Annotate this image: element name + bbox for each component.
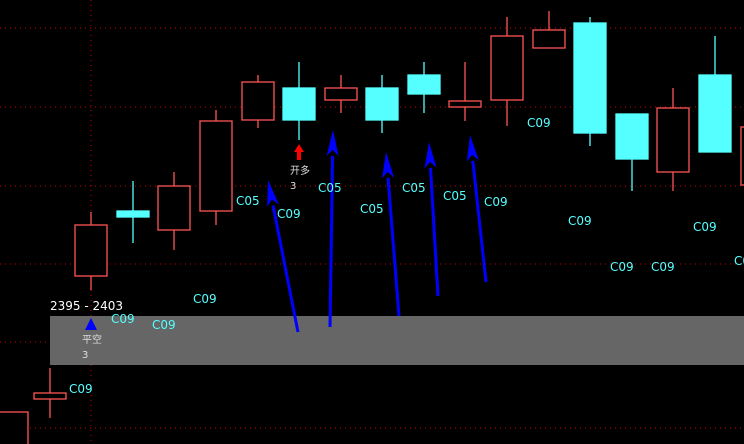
trend-arrow (382, 152, 401, 317)
signal-open-long: 开多 3 (290, 144, 310, 192)
candle-body (698, 74, 732, 153)
candle-body (0, 411, 29, 444)
contract-label: C05 (360, 202, 384, 216)
candles (0, 11, 744, 444)
contract-label: C05 (318, 181, 342, 195)
candle-body (33, 392, 67, 400)
candle (490, 17, 524, 126)
price-range-label: 2395 - 2403 (50, 299, 123, 313)
candle (407, 62, 441, 113)
candle (698, 36, 732, 153)
candle (157, 172, 191, 250)
candle-body (740, 126, 744, 186)
candle (448, 62, 482, 121)
candle-body (241, 81, 275, 121)
candle (615, 113, 649, 191)
contract-label: C09 (152, 318, 176, 332)
contract-labels: C05 C05 C05 C05 C05 C09 C09 C09 C09 C09 … (69, 116, 744, 396)
candle (33, 368, 67, 418)
contract-label: C05 (402, 181, 426, 195)
signal-qty: 3 (82, 350, 88, 361)
candle (199, 110, 233, 225)
contract-label: C09 (111, 312, 135, 326)
candle (740, 126, 744, 186)
contract-label: C09 (693, 220, 717, 234)
candle (74, 212, 108, 290)
candle-body (116, 210, 150, 218)
candle-body (573, 22, 607, 134)
candle-body (365, 87, 399, 121)
candle (324, 75, 358, 113)
candle (656, 88, 690, 191)
candle (241, 75, 275, 128)
contract-label: C09 (651, 260, 675, 274)
arrow-up-icon (294, 144, 304, 160)
trend-arrow (424, 142, 440, 297)
contract-label: C09 (69, 382, 93, 396)
candle (0, 411, 29, 444)
candle-body (615, 113, 649, 160)
candle-body (532, 29, 566, 49)
trend-arrows (267, 130, 488, 333)
contract-label: C09 (568, 214, 592, 228)
contract-label: C09 (193, 292, 217, 306)
candle (365, 75, 399, 133)
candle (532, 11, 566, 49)
candle-body (490, 35, 524, 101)
contract-label: C05 (236, 194, 260, 208)
trend-arrow (466, 135, 488, 283)
signal-qty: 3 (290, 181, 296, 192)
contract-label: C09 (527, 116, 551, 130)
candle-body (74, 224, 108, 277)
contract-label: C09 (277, 207, 301, 221)
candle (116, 181, 150, 243)
price-band (50, 316, 744, 365)
trend-arrow (267, 180, 300, 333)
candle-body (199, 120, 233, 212)
candle-body (282, 87, 316, 121)
signal-close-short: 平空 3 (82, 318, 102, 361)
candle-body (407, 74, 441, 95)
candle (573, 17, 607, 146)
candle-body (448, 100, 482, 108)
candle (282, 62, 316, 140)
signal-text: 平空 (82, 333, 102, 346)
candle-body (157, 185, 191, 231)
signal-text: 开多 (290, 164, 310, 177)
contract-label: C09 (610, 260, 634, 274)
trend-arrow (326, 130, 339, 328)
candle-body (324, 87, 358, 101)
contract-label: C09 (734, 254, 744, 268)
contract-label: C09 (484, 195, 508, 209)
candle-body (656, 107, 690, 173)
contract-label: C05 (443, 189, 467, 203)
triangle-up-icon (85, 318, 97, 330)
